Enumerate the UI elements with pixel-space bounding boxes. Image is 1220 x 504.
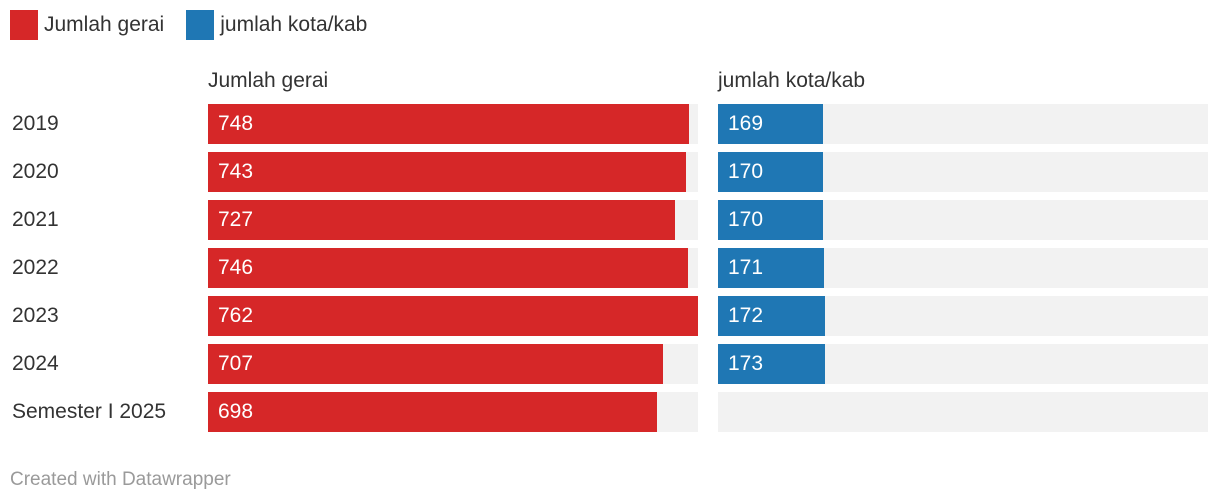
bar-track-s2-r2: 170 xyxy=(718,152,1208,192)
bar-s2-r3[interactable] xyxy=(718,200,823,240)
bar-s1-r5[interactable] xyxy=(208,296,698,336)
legend-swatch-2 xyxy=(186,10,215,40)
chart-legend: Jumlah gerai jumlah kota/kab xyxy=(10,10,389,40)
legend-label-2: jumlah kota/kab xyxy=(220,13,368,36)
bar-track-s1-r2: 743 xyxy=(208,152,698,192)
value-label-s1-r3: 727 xyxy=(218,208,254,231)
bar-track-s2-r3: 170 xyxy=(718,200,1208,240)
value-label-s1-r7: 698 xyxy=(218,400,254,423)
row-label-7: Semester I 2025 xyxy=(12,400,167,423)
value-label-s2-r1: 169 xyxy=(728,112,764,135)
bar-track-s1-r7: 698 xyxy=(208,392,698,432)
bar-s1-r4[interactable] xyxy=(208,248,688,288)
row-label-4: 2022 xyxy=(12,256,59,279)
bar-track-s1-r4: 746 xyxy=(208,248,698,288)
value-label-s2-r4: 171 xyxy=(728,256,764,279)
bar-track-s1-r5: 762 xyxy=(208,296,698,336)
bar-track-s2-r1: 169 xyxy=(718,104,1208,144)
bar-track-s2-r6: 173 xyxy=(718,344,1208,384)
footer-credit[interactable]: Created with Datawrapper xyxy=(10,469,231,490)
legend-label-1: Jumlah gerai xyxy=(44,13,165,36)
value-label-s2-r5: 172 xyxy=(728,304,764,327)
bar-s1-r1[interactable] xyxy=(208,104,689,144)
bar-s2-r6[interactable] xyxy=(718,344,825,384)
legend-item-1: Jumlah gerai xyxy=(10,10,164,40)
bar-track-s1-r3: 727 xyxy=(208,200,698,240)
value-label-s2-r6: 173 xyxy=(728,352,764,375)
bar-s2-r5[interactable] xyxy=(718,296,825,336)
bar-s1-r3[interactable] xyxy=(208,200,675,240)
bar-track-s2-r4: 171 xyxy=(718,248,1208,288)
bar-s2-r2[interactable] xyxy=(718,152,823,192)
row-label-1: 2019 xyxy=(12,112,59,135)
bar-track-s1-r1: 748 xyxy=(208,104,698,144)
value-label-s1-r6: 707 xyxy=(218,352,254,375)
legend-swatch-1 xyxy=(10,10,38,40)
value-label-s1-r4: 746 xyxy=(218,256,254,279)
legend-item-2: jumlah kota/kab xyxy=(186,10,367,40)
row-label-6: 2024 xyxy=(12,352,59,375)
value-label-s2-r2: 170 xyxy=(728,160,764,183)
row-label-3: 2021 xyxy=(12,208,59,231)
bar-s1-r2[interactable] xyxy=(208,152,686,192)
column-header-1: Jumlah gerai xyxy=(208,69,329,92)
bar-s2-r1[interactable] xyxy=(718,104,823,144)
value-label-s1-r2: 743 xyxy=(218,160,254,183)
value-label-s1-r1: 748 xyxy=(218,112,254,135)
bar-s1-r7[interactable] xyxy=(208,392,657,432)
bar-s1-r6[interactable] xyxy=(208,344,663,384)
bar-track-s1-r6: 707 xyxy=(208,344,698,384)
row-label-5: 2023 xyxy=(12,304,59,327)
row-label-2: 2020 xyxy=(12,160,59,183)
bar-s2-r4[interactable] xyxy=(718,248,824,288)
value-label-s1-r5: 762 xyxy=(218,304,254,327)
value-label-s2-r3: 170 xyxy=(728,208,764,231)
bar-track-s2-r5: 172 xyxy=(718,296,1208,336)
column-header-2: jumlah kota/kab xyxy=(718,69,866,92)
bar-track-s2-r7 xyxy=(718,392,1208,432)
